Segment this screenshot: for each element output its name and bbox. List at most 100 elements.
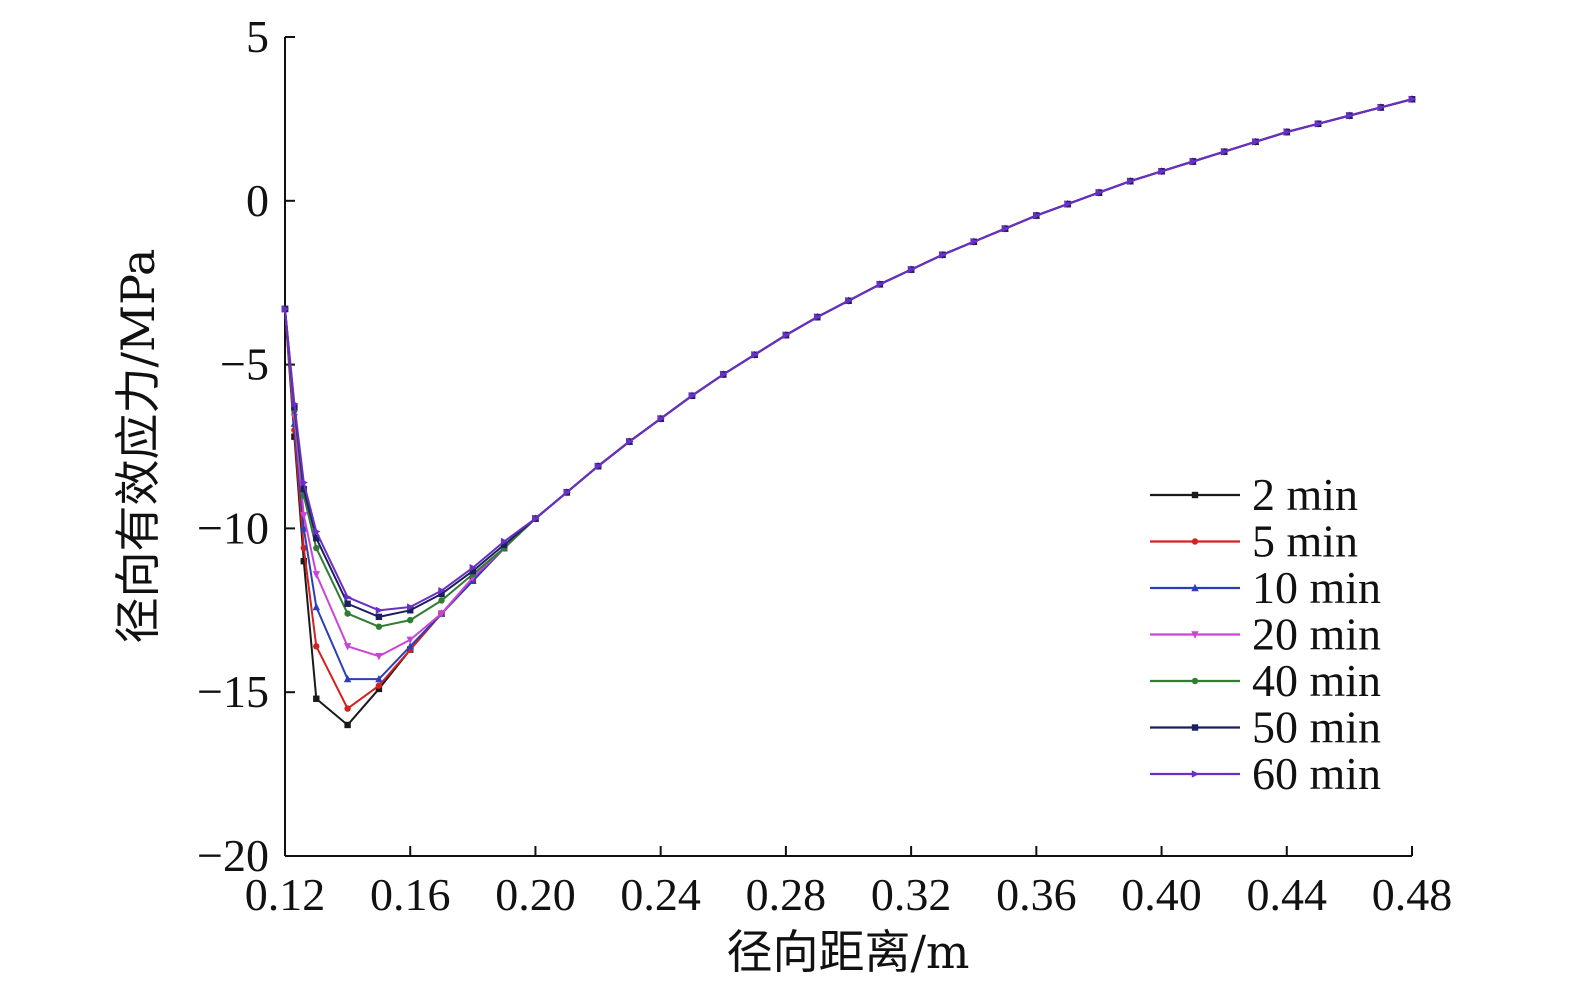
data-point [1189, 157, 1198, 166]
data-point [375, 623, 383, 630]
legend-label: 60 min [1252, 748, 1381, 799]
legend-item: 2 min [1150, 469, 1358, 520]
legend-swatch-marker [1191, 631, 1199, 639]
data-point [469, 564, 478, 572]
data-point [970, 238, 978, 246]
data-point [375, 674, 383, 683]
legend-label: 40 min [1252, 655, 1381, 706]
data-point [407, 607, 414, 614]
series-6 [281, 96, 1416, 621]
y-tick-label: −5 [220, 339, 269, 390]
data-point [375, 652, 383, 661]
data-point [406, 636, 414, 644]
data-point [720, 370, 728, 379]
ticks: 0.12 0.16 0.20 0.24 0.28 0.32 0.36 0.40 0.44 0.48… [197, 11, 1452, 920]
data-point [313, 535, 320, 542]
data-point [1252, 138, 1260, 146]
data-point [344, 705, 351, 712]
y-tick-label: −20 [197, 830, 269, 881]
x-tick-label: 0.16 [370, 869, 451, 920]
data-point [437, 610, 446, 618]
data-point [688, 392, 697, 400]
data-point [300, 485, 307, 493]
data-point [343, 643, 352, 651]
legend-label: 2 min [1252, 469, 1358, 520]
x-tick-label: 0.40 [1121, 869, 1202, 920]
data-point [344, 593, 352, 601]
data-point [1283, 128, 1291, 136]
data-point [291, 400, 299, 408]
data-point [300, 478, 308, 487]
series-1 [281, 96, 1416, 729]
series-2 [281, 96, 1416, 712]
x-tick-label: 0.28 [746, 869, 827, 920]
data-point [782, 331, 791, 339]
y-tick-label: 0 [246, 175, 269, 226]
data-point [1377, 103, 1385, 112]
data-point [313, 527, 321, 536]
legend-swatch-marker [1191, 677, 1199, 685]
y-tick-label: −15 [197, 666, 269, 717]
data-point [300, 512, 308, 520]
data-point [500, 541, 508, 548]
data-point [1408, 95, 1417, 103]
legend-swatch-marker [1191, 583, 1199, 592]
legend-item: 10 min [1150, 562, 1381, 613]
data-point [406, 642, 414, 650]
data-point [594, 462, 603, 470]
legend-swatch-marker [1191, 491, 1199, 499]
series-line [284, 98, 1413, 658]
data-point [313, 695, 320, 702]
legend-swatch-marker [1191, 770, 1200, 778]
series-3 [281, 95, 1416, 683]
data-point [407, 603, 415, 611]
data-point [375, 685, 383, 693]
data-point [300, 557, 307, 565]
data-point [344, 721, 351, 729]
data-point [876, 280, 885, 289]
data-point [313, 643, 320, 650]
legend-item: 60 min [1150, 748, 1381, 799]
data-point [1001, 224, 1010, 233]
legend-item: 5 min [1150, 516, 1358, 567]
data-point [313, 544, 320, 552]
legend-label: 50 min [1252, 702, 1381, 753]
data-point [312, 571, 321, 579]
legend-label: 20 min [1252, 609, 1381, 660]
series-5 [281, 96, 1416, 630]
data-point [375, 613, 383, 621]
data-point [1127, 177, 1135, 185]
data-point [563, 488, 571, 497]
data-point [751, 351, 759, 359]
x-tick-label: 0.32 [871, 869, 952, 920]
data-point [500, 537, 509, 546]
series-layer [281, 95, 1417, 729]
legend-label: 10 min [1252, 562, 1381, 613]
data-point [281, 305, 290, 313]
series-4 [281, 96, 1416, 661]
legend-label: 5 min [1252, 516, 1358, 567]
data-point [1095, 188, 1104, 197]
series-line [284, 98, 1413, 710]
data-point [300, 544, 307, 552]
legend-item: 20 min [1150, 609, 1381, 660]
data-point [813, 313, 822, 321]
data-point [845, 297, 853, 305]
legend-swatch-marker [1191, 538, 1199, 545]
data-point [1220, 147, 1229, 156]
data-point [343, 674, 352, 683]
data-point [1064, 200, 1072, 208]
series-line [284, 98, 1413, 618]
series-line [284, 98, 1413, 628]
series-line [284, 98, 1413, 612]
data-point [1158, 167, 1166, 176]
data-point [1314, 120, 1323, 128]
x-tick-label: 0.12 [245, 869, 326, 920]
series-line [284, 98, 1413, 681]
y-axis-title: 径向有效应力/MPa [111, 249, 165, 644]
data-point [939, 251, 947, 259]
legend-swatch-marker [1191, 724, 1199, 731]
series-7 [281, 95, 1417, 614]
legend-item: 40 min [1150, 655, 1381, 706]
